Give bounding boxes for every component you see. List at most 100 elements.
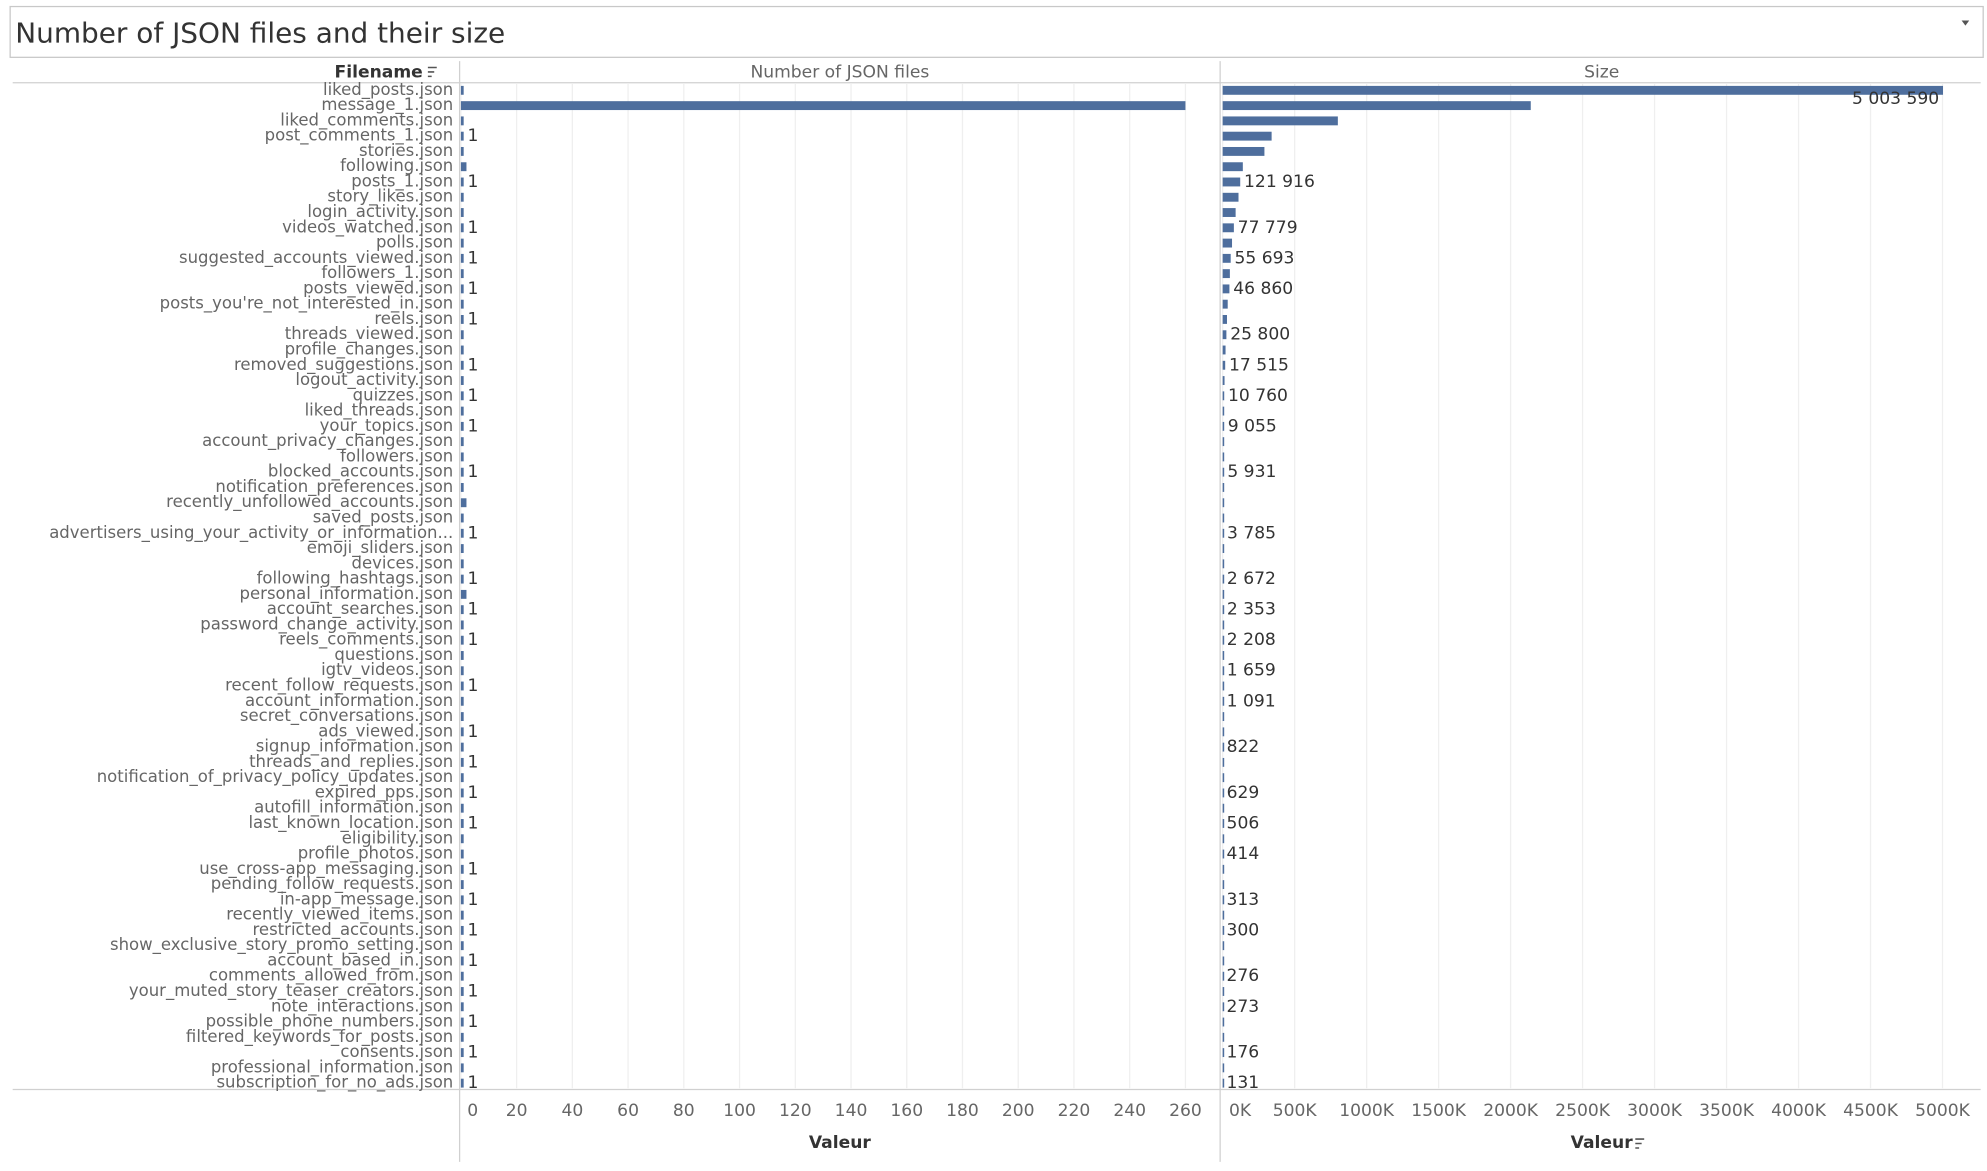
bar bbox=[460, 85, 464, 95]
row-label: comments_allowed_from.json bbox=[209, 966, 453, 986]
bar bbox=[460, 681, 464, 691]
row-label: blocked_accounts.json bbox=[268, 462, 453, 482]
bar bbox=[1222, 559, 1225, 569]
row-label: reels.json bbox=[374, 309, 453, 328]
sort-icon[interactable] bbox=[427, 66, 437, 78]
bar bbox=[460, 956, 464, 966]
row-label: threads_and_replies.json bbox=[249, 752, 453, 772]
bar bbox=[460, 849, 464, 859]
data-label: 1 bbox=[467, 752, 478, 772]
bar bbox=[1222, 391, 1225, 401]
bar bbox=[1222, 406, 1225, 416]
data-label: 1 bbox=[467, 462, 478, 482]
bar bbox=[1222, 971, 1225, 981]
row-label: recent_follow_requests.json bbox=[225, 676, 453, 696]
bar bbox=[1222, 925, 1225, 935]
bar bbox=[1222, 696, 1225, 706]
bar bbox=[460, 421, 464, 431]
row-label: your_muted_story_teaser_creators.json bbox=[129, 981, 453, 1001]
row-label: possible_phone_numbers.json bbox=[206, 1012, 454, 1032]
data-label: 2 672 bbox=[1227, 569, 1276, 589]
x-tick-label: 2000K bbox=[1483, 1101, 1539, 1121]
data-label: 273 bbox=[1227, 997, 1260, 1017]
row-label: consents.json bbox=[340, 1042, 453, 1061]
bar bbox=[460, 1002, 464, 1012]
bar bbox=[1222, 253, 1231, 263]
bar bbox=[1222, 452, 1225, 462]
bar bbox=[1222, 803, 1225, 813]
row-label: post_comments_1.json bbox=[265, 126, 454, 146]
data-label: 1 bbox=[467, 386, 478, 406]
bar bbox=[1222, 666, 1225, 676]
x-tick-label: 80 bbox=[673, 1101, 695, 1121]
bar bbox=[1222, 757, 1225, 767]
bar bbox=[460, 727, 464, 737]
data-label: 313 bbox=[1227, 890, 1260, 910]
bar bbox=[460, 330, 464, 340]
bar bbox=[460, 116, 464, 126]
sort-icon[interactable] bbox=[1635, 1138, 1645, 1149]
x-tick-label: 200 bbox=[1002, 1101, 1035, 1121]
title-box[interactable] bbox=[9, 5, 1984, 58]
row-label: story_likes.json bbox=[327, 187, 453, 207]
bar bbox=[1222, 864, 1225, 874]
data-label: 629 bbox=[1227, 783, 1260, 803]
row-label: note_interactions.json bbox=[271, 996, 453, 1016]
row-label: quizzes.json bbox=[353, 385, 454, 404]
bar bbox=[460, 146, 464, 156]
data-label: 1 bbox=[467, 569, 478, 589]
bar bbox=[1222, 880, 1225, 890]
bar bbox=[1222, 360, 1226, 370]
x-tick-label: 220 bbox=[1058, 1101, 1091, 1121]
data-label: 1 bbox=[467, 416, 478, 436]
bar bbox=[1222, 1017, 1225, 1027]
row-label: ads_viewed.json bbox=[318, 721, 453, 741]
row-label: login_activity.json bbox=[307, 202, 453, 222]
row-label: emoji_sliders.json bbox=[307, 538, 454, 558]
data-label: 1 bbox=[467, 676, 478, 696]
bar bbox=[460, 528, 464, 538]
bar bbox=[1222, 849, 1225, 859]
bar bbox=[1222, 635, 1225, 645]
bar bbox=[460, 360, 464, 370]
bar bbox=[1222, 1002, 1225, 1012]
bar bbox=[460, 864, 464, 874]
bar bbox=[1222, 269, 1230, 279]
plot-area: liked_posts.jsonmessage_1.jsonliked_comm… bbox=[49, 63, 1970, 1153]
x-tick-label: 140 bbox=[835, 1101, 868, 1121]
row-label: account_searches.json bbox=[267, 599, 454, 619]
x-tick-label: 0 bbox=[467, 1101, 478, 1121]
bar bbox=[460, 880, 464, 890]
data-label: 822 bbox=[1227, 737, 1260, 757]
row-label: liked_comments.json bbox=[280, 110, 453, 130]
bar bbox=[460, 712, 464, 722]
data-label: 1 bbox=[467, 172, 478, 192]
dropdown-arrow[interactable] bbox=[1961, 20, 1970, 26]
x-tick-label: 5000K bbox=[1915, 1101, 1971, 1121]
row-label: profile_photos.json bbox=[298, 844, 454, 864]
bar bbox=[460, 391, 464, 401]
bar bbox=[1222, 742, 1225, 752]
row-label: recently_unfollowed_accounts.json bbox=[166, 492, 453, 512]
bar bbox=[460, 605, 464, 615]
bar bbox=[460, 819, 464, 828]
bar bbox=[1222, 437, 1225, 447]
panel-title: Number of JSON files bbox=[750, 63, 929, 83]
x-tick-label: 180 bbox=[946, 1101, 979, 1121]
row-header[interactable]: Filename bbox=[335, 63, 423, 83]
bar bbox=[1222, 773, 1225, 783]
row-label: saved_posts.json bbox=[313, 508, 454, 528]
bar bbox=[1222, 513, 1225, 523]
bar bbox=[460, 101, 1186, 111]
data-label: 1 bbox=[467, 309, 478, 329]
data-label: 300 bbox=[1227, 920, 1260, 940]
data-label: 1 bbox=[467, 920, 478, 940]
data-label: 1 659 bbox=[1227, 661, 1276, 681]
bar bbox=[460, 315, 464, 324]
bar bbox=[1222, 605, 1225, 615]
x-tick-label: 60 bbox=[617, 1101, 639, 1121]
row-label: account_privacy_changes.json bbox=[202, 431, 453, 451]
bar bbox=[460, 941, 464, 951]
